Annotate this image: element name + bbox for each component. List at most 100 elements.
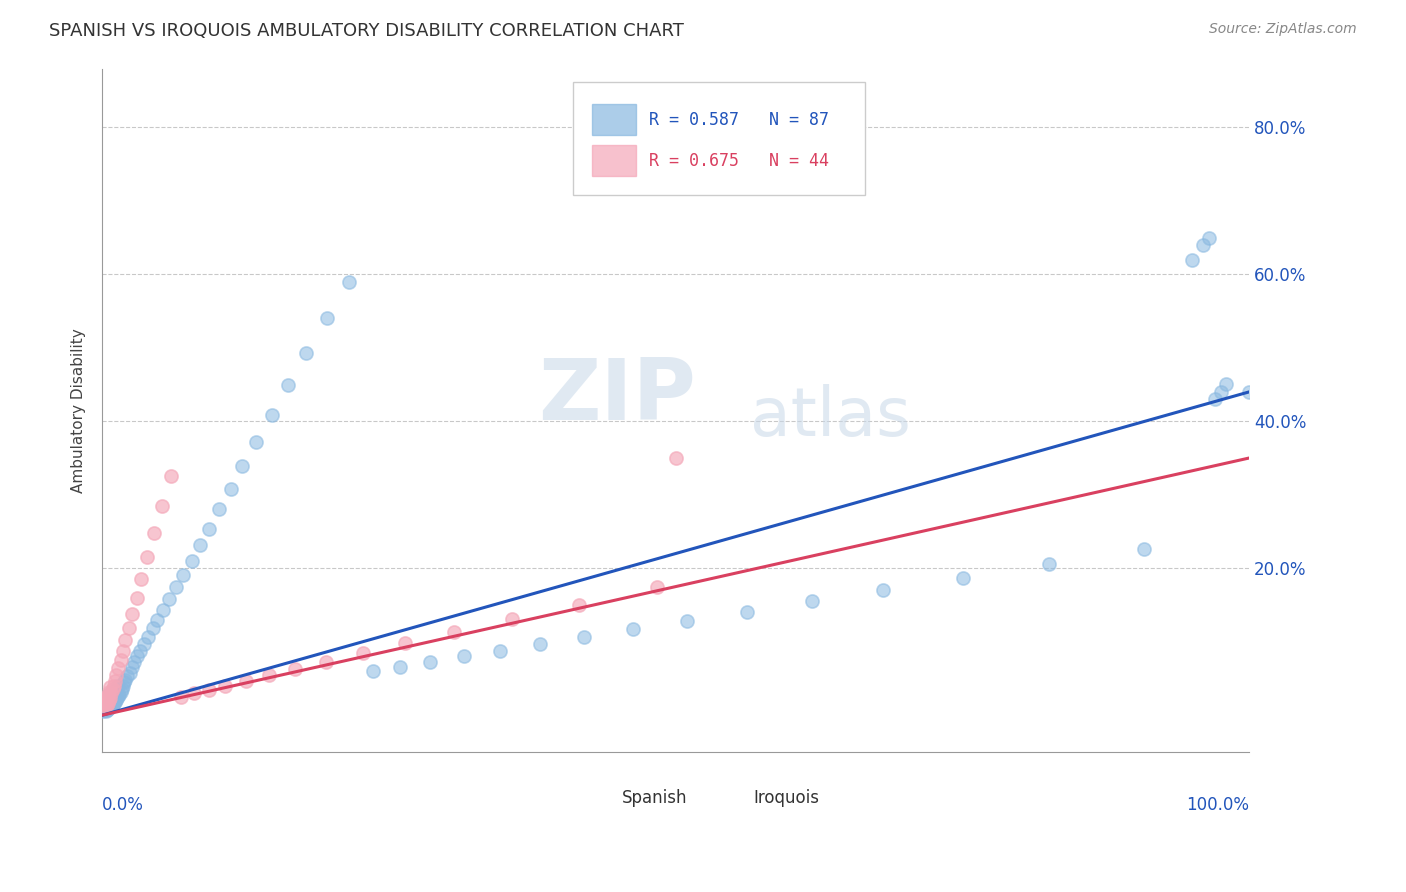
Text: Spanish: Spanish [621, 789, 688, 807]
Spanish [389, 659, 412, 673]
Spanish [121, 660, 143, 674]
Iroquois [104, 667, 127, 681]
Spanish [529, 637, 551, 651]
Spanish [219, 482, 242, 496]
Iroquois [111, 643, 134, 657]
Spanish [108, 688, 131, 702]
Iroquois [100, 686, 122, 700]
Spanish [419, 655, 441, 669]
Spanish [94, 701, 117, 715]
Iroquois [142, 525, 165, 540]
Spanish [98, 697, 121, 711]
Iroquois [394, 636, 416, 650]
Spanish [245, 434, 267, 449]
Spanish [142, 622, 165, 636]
Iroquois [97, 697, 120, 711]
Spanish [98, 700, 121, 714]
Iroquois [568, 598, 591, 612]
Spanish [104, 693, 127, 707]
Spanish [198, 522, 221, 536]
Text: atlas: atlas [751, 384, 911, 450]
Spanish [98, 691, 121, 706]
Spanish [97, 698, 120, 712]
Spanish [872, 583, 894, 598]
Spanish [114, 673, 136, 687]
Spanish [1209, 384, 1232, 399]
Iroquois [97, 688, 120, 702]
Spanish [94, 697, 117, 711]
Spanish [93, 705, 115, 719]
Spanish [104, 695, 127, 709]
Spanish [231, 458, 253, 473]
Iroquois [160, 469, 183, 483]
Bar [578, 785, 610, 812]
Spanish [801, 594, 824, 608]
Spanish [97, 693, 120, 707]
Spanish [1132, 542, 1154, 557]
Spanish [1204, 392, 1226, 407]
Iroquois [665, 450, 688, 465]
Iroquois [352, 646, 374, 660]
Spanish [124, 655, 146, 669]
Text: R = 0.587   N = 87: R = 0.587 N = 87 [650, 111, 830, 128]
Iroquois [235, 674, 257, 689]
Spanish [1038, 557, 1060, 571]
Iroquois [125, 591, 148, 605]
Iroquois [315, 655, 337, 669]
Spanish [952, 571, 974, 585]
Spanish [104, 683, 127, 698]
Spanish [117, 669, 139, 683]
FancyBboxPatch shape [572, 82, 865, 195]
Spanish [188, 538, 211, 552]
Text: Iroquois: Iroquois [754, 789, 820, 807]
Iroquois [101, 682, 124, 697]
Spanish [157, 592, 180, 607]
Spanish [621, 622, 644, 636]
Spanish [172, 567, 194, 582]
Iroquois [94, 693, 117, 707]
Bar [592, 104, 636, 136]
Iroquois [98, 680, 121, 694]
Iroquois [107, 661, 129, 675]
Spanish [1192, 238, 1215, 252]
Text: SPANISH VS IROQUOIS AMBULATORY DISABILITY CORRELATION CHART: SPANISH VS IROQUOIS AMBULATORY DISABILIT… [49, 22, 685, 40]
Spanish [125, 649, 148, 664]
Iroquois [284, 662, 307, 676]
Spanish [208, 502, 231, 516]
Spanish [93, 699, 115, 714]
Y-axis label: Ambulatory Disability: Ambulatory Disability [72, 328, 86, 492]
Spanish [105, 691, 128, 706]
Iroquois [98, 693, 121, 707]
Iroquois [98, 684, 121, 698]
Iroquois [94, 699, 117, 714]
Text: Source: ZipAtlas.com: Source: ZipAtlas.com [1209, 22, 1357, 37]
Spanish [101, 697, 124, 711]
Spanish [118, 665, 141, 680]
Spanish [94, 704, 117, 718]
Spanish [316, 311, 339, 326]
Spanish [96, 703, 118, 717]
Spanish [453, 649, 475, 664]
Iroquois [136, 550, 159, 565]
Spanish [111, 679, 134, 693]
Iroquois [170, 690, 193, 704]
Spanish [98, 701, 121, 715]
Iroquois [103, 679, 125, 693]
Iroquois [96, 698, 118, 712]
Spanish [107, 679, 129, 693]
Spanish [1181, 252, 1204, 267]
Iroquois [198, 683, 221, 698]
Spanish [1215, 377, 1237, 392]
Spanish [100, 693, 122, 707]
Text: ZIP: ZIP [538, 355, 696, 438]
Text: R = 0.675   N = 44: R = 0.675 N = 44 [650, 152, 830, 169]
Iroquois [214, 679, 236, 693]
Spanish [100, 698, 122, 713]
Iroquois [647, 580, 669, 594]
Iroquois [183, 686, 205, 700]
Spanish [97, 702, 120, 716]
Spanish [260, 408, 283, 422]
Bar [592, 145, 636, 176]
Bar [710, 785, 742, 812]
Spanish [96, 699, 118, 714]
